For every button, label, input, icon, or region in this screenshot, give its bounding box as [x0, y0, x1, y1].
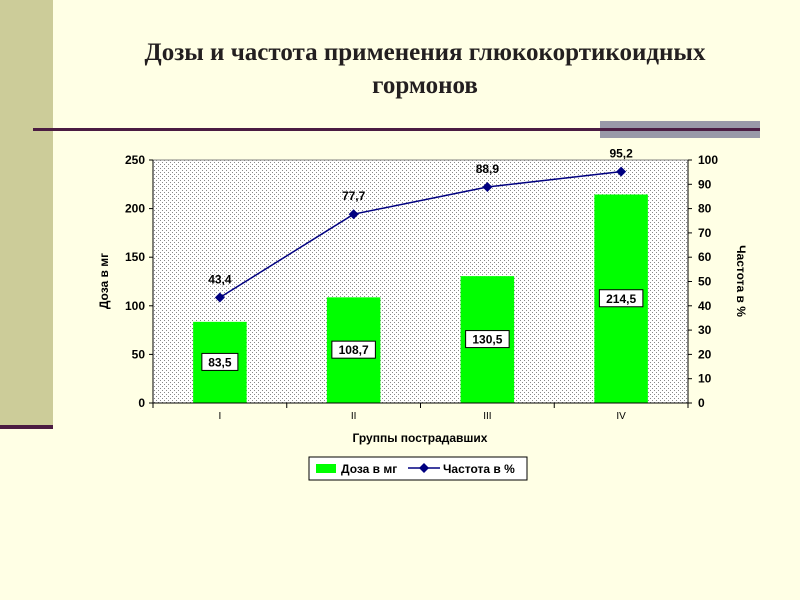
line-point: [214, 292, 225, 303]
line-data-label: 88,9: [476, 162, 500, 176]
bar-data-label: 130,5: [472, 333, 502, 347]
x-tick-label: III: [483, 411, 491, 422]
legend-bar-label: Доза в мг: [341, 462, 397, 476]
bar-series: 83,5 108,7 130,5 214,5: [193, 194, 648, 403]
y2-tick-label: 70: [698, 226, 712, 240]
y2-tick-label: 30: [698, 323, 712, 337]
bar-data-label-box: [201, 352, 239, 371]
legend-bar-swatch: [316, 464, 336, 473]
x-tick-label: II: [351, 411, 357, 422]
legend: Доза в мг Частота в %: [308, 456, 528, 481]
slide-title-line-2: гормонов: [372, 72, 478, 99]
line-point: [616, 166, 627, 177]
y2-axis-title: Частота в %: [734, 245, 748, 317]
y2-tick-label: 40: [698, 299, 712, 313]
y-tick-label: 200: [125, 202, 145, 216]
y2-tick-label: 10: [698, 372, 712, 386]
side-bar-accent: [0, 425, 53, 429]
line-point: [482, 181, 493, 192]
legend-line-marker: [419, 463, 429, 473]
line-data-label: 95,2: [609, 147, 633, 161]
bar-data-label: 108,7: [339, 343, 369, 357]
y2-tick-label: 90: [698, 177, 712, 191]
x-tick-label: IV: [616, 411, 626, 422]
side-bar: [0, 0, 53, 425]
y-tick-label: 250: [125, 153, 145, 167]
y2-tick-label: 100: [698, 153, 718, 167]
x-tick-label: I: [218, 411, 221, 422]
slide-title-line-1: Дозы и частота применения глюкокортикоид…: [144, 39, 706, 66]
y-tick-label: 50: [132, 347, 146, 361]
line-data-label: 43,4: [208, 273, 232, 287]
bar-data-label: 214,5: [606, 292, 636, 306]
y2-tick-label: 0: [698, 396, 705, 410]
y-tick-label: 150: [125, 250, 145, 264]
line-series: 43,4 77,7 88,9 95,2: [208, 147, 633, 303]
x-axis-title: Группы пострадавших: [353, 431, 488, 445]
y-tick-label: 100: [125, 299, 145, 313]
bar-data-label-box: [331, 340, 376, 359]
y2-tick-label: 20: [698, 347, 712, 361]
line-point: [348, 209, 359, 220]
y2-tick-label: 60: [698, 250, 712, 264]
bar-data-label: 83,5: [208, 355, 232, 369]
title-underline: [33, 128, 760, 131]
bar-data-label-box: [598, 289, 644, 308]
y-axis-title: Доза в мг: [97, 253, 111, 309]
y2-tick-label: 80: [698, 202, 712, 216]
title-underline-block-line: [600, 128, 760, 131]
legend-line-label: Частота в %: [443, 462, 515, 476]
y2-tick-label: 50: [698, 275, 712, 289]
slide-title: Дозы и частота применения глюкокортикоид…: [100, 36, 750, 102]
bar-data-label-box: [465, 330, 510, 349]
series-line: [219, 170, 622, 299]
y-tick-label: 0: [138, 396, 145, 410]
line-data-label: 77,7: [342, 189, 366, 203]
